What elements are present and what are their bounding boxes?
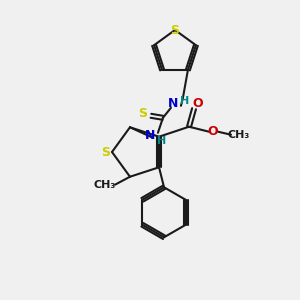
Text: CH₃: CH₃: [228, 130, 250, 140]
Text: N: N: [168, 97, 178, 110]
Text: O: O: [208, 125, 218, 138]
Text: S: S: [138, 107, 147, 120]
Text: N: N: [145, 129, 155, 142]
Text: S: S: [101, 146, 110, 158]
Text: CH₃: CH₃: [94, 180, 116, 190]
Text: H: H: [157, 136, 167, 146]
Text: S: S: [170, 23, 179, 37]
Text: O: O: [193, 97, 203, 110]
Text: H: H: [180, 96, 190, 106]
